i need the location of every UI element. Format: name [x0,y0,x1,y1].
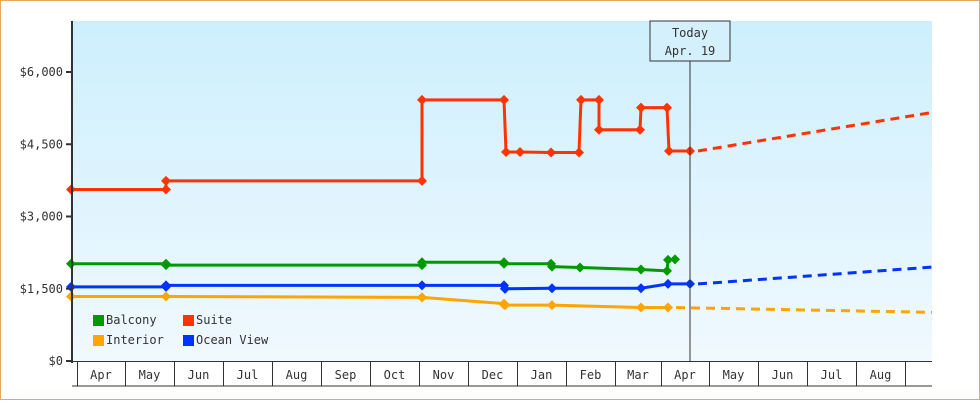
data-point-marker-icon[interactable] [161,260,171,271]
data-point-marker-icon[interactable] [636,302,646,313]
x-tick-label: Oct [384,368,406,382]
data-point-marker-icon[interactable] [663,254,673,265]
series-interior [66,291,933,314]
data-point-marker-icon[interactable] [515,146,525,157]
legend: Balcony Suite Interior Ocean View [93,313,293,347]
x-tick-label: May [139,368,161,382]
legend-item-balcony[interactable]: Balcony [93,313,183,327]
data-point-marker-icon[interactable] [546,147,556,158]
data-point-marker-icon[interactable] [501,146,511,157]
data-point-marker-icon[interactable] [662,265,672,276]
data-point-marker-icon[interactable] [161,280,171,291]
data-point-marker-icon[interactable] [417,94,427,105]
data-point-marker-icon[interactable] [547,300,557,311]
data-point-marker-icon[interactable] [161,175,171,186]
x-tick-label: Jul [237,368,259,382]
legend-label: Balcony [106,313,157,327]
legend-swatch-icon [183,334,194,346]
y-tick-label: $6,000 [20,65,63,79]
data-point-marker-icon[interactable] [662,102,672,113]
legend-label: Interior [106,333,164,347]
data-point-marker-icon[interactable] [417,175,427,186]
series-suite [66,94,933,195]
x-tick-label: Aug [870,368,892,382]
x-tick-label: May [723,368,745,382]
data-point-marker-icon[interactable] [500,300,510,311]
data-point-marker-icon[interactable] [547,261,557,272]
legend-item-ocean-view[interactable]: Ocean View [183,333,293,347]
data-point-marker-icon[interactable] [574,147,584,158]
data-point-marker-icon[interactable] [635,124,645,135]
data-point-marker-icon[interactable] [576,94,586,105]
data-point-marker-icon[interactable] [664,145,674,156]
series-balcony [66,254,680,276]
x-tick-label: Jun [772,368,794,382]
y-tick-label: $3,000 [20,210,63,224]
legend-swatch-icon [93,314,104,326]
data-point-marker-icon[interactable] [636,283,646,294]
data-point-marker-icon[interactable] [417,257,427,268]
data-point-marker-icon[interactable] [636,264,646,275]
x-tick-label: Apr [674,368,696,382]
data-point-marker-icon[interactable] [636,102,646,113]
legend-label: Ocean View [196,333,269,347]
series-layer [66,94,933,314]
x-tick-label: Jul [821,368,843,382]
data-point-marker-icon[interactable] [670,254,680,265]
data-point-marker-icon[interactable] [594,94,604,105]
data-point-marker-icon[interactable] [161,184,171,195]
x-tick-label: Mar [627,368,649,382]
x-tick-label: Feb [580,368,602,382]
legend-swatch-icon [183,314,194,326]
x-tick-label: Sep [335,368,357,382]
y-tick-label: $0 [49,354,63,368]
legend-item-suite[interactable]: Suite [183,313,293,327]
x-tick-label: Dec [482,368,504,382]
data-point-marker-icon[interactable] [500,283,510,294]
axis-layer: $0 $1,500 $3,000 $4,500 $6,000 Apr May Jun Jul Au… [20,21,932,387]
legend-swatch-icon [93,334,104,346]
data-point-marker-icon[interactable] [417,280,427,291]
y-tick-label: $1,500 [20,282,63,296]
x-tick-label: Aug [286,368,308,382]
data-point-marker-icon[interactable] [594,124,604,135]
y-tick-label: $4,500 [20,137,63,151]
x-tick-label: Jun [188,368,210,382]
today-marker: Today Apr. 19 [649,20,731,361]
data-point-marker-icon[interactable] [547,283,557,294]
data-point-marker-icon[interactable] [417,292,427,303]
today-date: Apr. 19 [665,44,716,58]
data-point-marker-icon[interactable] [161,291,171,302]
legend-label: Suite [196,313,233,327]
data-point-marker-icon[interactable] [575,262,585,273]
data-point-marker-icon[interactable] [499,94,509,105]
x-tick-label: Apr [90,368,112,382]
legend-item-interior[interactable]: Interior [93,333,183,347]
data-point-marker-icon[interactable] [499,258,509,269]
data-point-marker-icon[interactable] [663,278,673,289]
x-tick-label: Nov [433,368,455,382]
x-tick-label: Jan [531,368,553,382]
data-point-marker-icon[interactable] [663,302,673,313]
today-label: Today [672,26,708,40]
